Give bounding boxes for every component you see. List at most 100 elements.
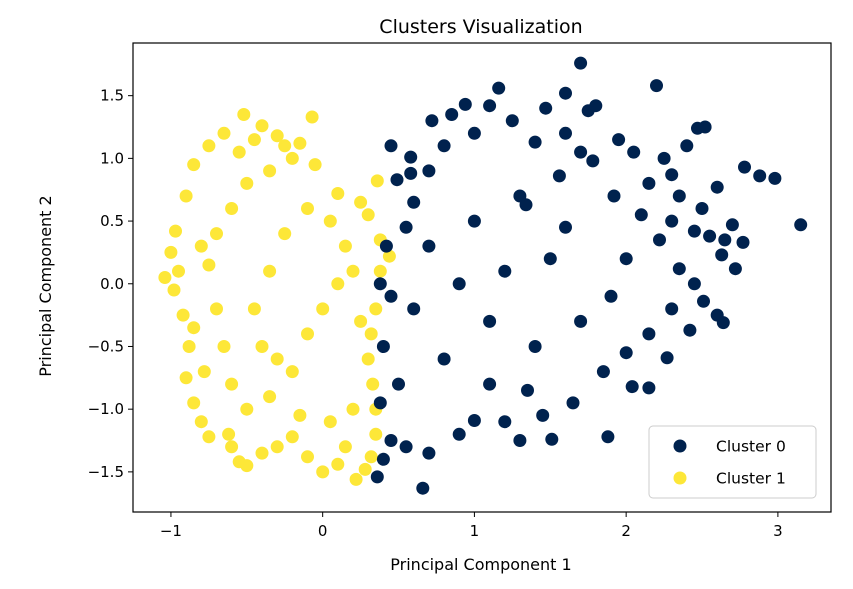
point-cluster-1-44 [285, 151, 299, 165]
point-cluster-0-25 [467, 414, 481, 427]
point-cluster-0-52 [596, 365, 610, 379]
point-cluster-0-83 [574, 314, 588, 328]
point-cluster-0-90 [437, 352, 451, 366]
point-cluster-0-24 [513, 434, 527, 447]
point-cluster-1-69 [346, 402, 360, 416]
points-layer [158, 56, 808, 495]
point-cluster-1-80 [222, 427, 236, 441]
point-cluster-0-72 [672, 189, 686, 203]
point-cluster-1-4 [217, 126, 231, 140]
point-cluster-1-7 [179, 189, 193, 203]
point-cluster-1-61 [301, 202, 314, 215]
point-cluster-1-38 [361, 208, 375, 222]
point-cluster-1-26 [349, 472, 363, 486]
legend-marker-cluster-0 [673, 439, 687, 453]
y-tick-label: 1.0 [100, 149, 124, 167]
point-cluster-1-73 [194, 239, 208, 253]
point-cluster-0-75 [665, 214, 679, 228]
point-cluster-0-29 [425, 114, 439, 128]
point-cluster-0-30 [404, 150, 418, 164]
point-cluster-0-22 [625, 380, 639, 394]
point-cluster-1-67 [293, 408, 307, 422]
point-cluster-1-53 [240, 402, 254, 416]
point-cluster-0-28 [458, 97, 472, 111]
point-cluster-1-68 [323, 415, 337, 429]
point-cluster-0-80 [452, 277, 466, 291]
point-cluster-0-91 [483, 377, 497, 391]
legend-label-cluster-0: Cluster 0 [716, 438, 786, 456]
point-cluster-0-42 [586, 154, 600, 168]
chart-title: Clusters Visualization [379, 16, 582, 38]
point-cluster-0-73 [695, 202, 709, 215]
point-cluster-0-3 [794, 218, 808, 232]
point-cluster-1-58 [331, 277, 345, 291]
point-cluster-0-23 [545, 432, 559, 446]
point-cluster-0-93 [392, 377, 405, 391]
point-cluster-1-11 [167, 283, 181, 297]
point-cluster-0-19 [660, 351, 674, 365]
point-cluster-0-49 [665, 302, 679, 316]
point-cluster-1-21 [255, 446, 269, 460]
point-cluster-1-45 [263, 164, 277, 178]
point-cluster-1-59 [338, 239, 352, 253]
point-cluster-0-67 [445, 108, 459, 121]
point-cluster-0-71 [657, 151, 671, 165]
point-cluster-0-6 [768, 171, 782, 185]
point-cluster-1-16 [194, 415, 208, 429]
point-cluster-1-47 [225, 202, 239, 215]
point-cluster-1-25 [331, 457, 345, 471]
point-cluster-0-20 [642, 381, 656, 395]
point-cluster-0-70 [627, 145, 641, 159]
x-tick-label: 2 [621, 522, 631, 540]
legend-marker-cluster-1 [673, 471, 687, 485]
point-cluster-0-8 [691, 121, 704, 135]
point-cluster-0-59 [384, 434, 398, 447]
point-cluster-0-76 [559, 126, 572, 140]
point-cluster-0-54 [536, 408, 550, 422]
point-cluster-1-29 [369, 427, 383, 441]
point-cluster-1-42 [308, 158, 322, 172]
point-cluster-0-95 [379, 239, 393, 253]
point-cluster-1-39 [370, 174, 384, 188]
point-cluster-0-57 [422, 446, 436, 460]
point-cluster-1-2 [270, 129, 284, 143]
point-cluster-0-65 [467, 126, 481, 140]
y-axis-ticks: −1.5 −1.0 −0.5 0.0 0.5 1.0 1.5 [88, 87, 133, 481]
point-cluster-0-11 [725, 218, 739, 232]
point-cluster-0-84 [604, 289, 618, 303]
point-cluster-0-36 [665, 168, 679, 182]
y-tick-label: 1.5 [100, 87, 124, 105]
y-tick-label: −1.0 [88, 400, 124, 418]
x-tick-label: 0 [318, 522, 328, 540]
point-cluster-0-1 [492, 81, 506, 95]
point-cluster-0-63 [422, 164, 436, 178]
point-cluster-0-10 [710, 180, 724, 194]
point-cluster-0-21 [601, 430, 615, 444]
point-cluster-1-8 [169, 224, 182, 238]
point-cluster-1-46 [240, 176, 254, 190]
point-cluster-0-77 [574, 145, 588, 159]
point-cluster-0-0 [574, 56, 588, 70]
point-cluster-1-41 [331, 187, 345, 200]
point-cluster-0-34 [589, 99, 603, 113]
point-cluster-1-76 [285, 430, 299, 444]
x-tick-label: 3 [773, 522, 783, 540]
point-cluster-1-40 [354, 195, 368, 209]
point-cluster-1-79 [278, 139, 292, 153]
point-cluster-0-38 [390, 173, 404, 187]
y-tick-label: 0.5 [100, 212, 124, 230]
point-cluster-1-28 [364, 450, 378, 464]
point-cluster-0-88 [422, 239, 436, 253]
point-cluster-0-4 [738, 160, 751, 174]
legend-box [648, 425, 817, 499]
point-cluster-0-92 [521, 383, 534, 397]
point-cluster-0-74 [703, 229, 717, 243]
point-cluster-0-97 [376, 340, 390, 353]
point-cluster-1-70 [354, 314, 368, 328]
point-cluster-0-48 [687, 277, 701, 291]
point-cluster-1-71 [346, 264, 360, 278]
point-cluster-1-81 [197, 365, 211, 379]
point-cluster-1-1 [255, 119, 269, 133]
